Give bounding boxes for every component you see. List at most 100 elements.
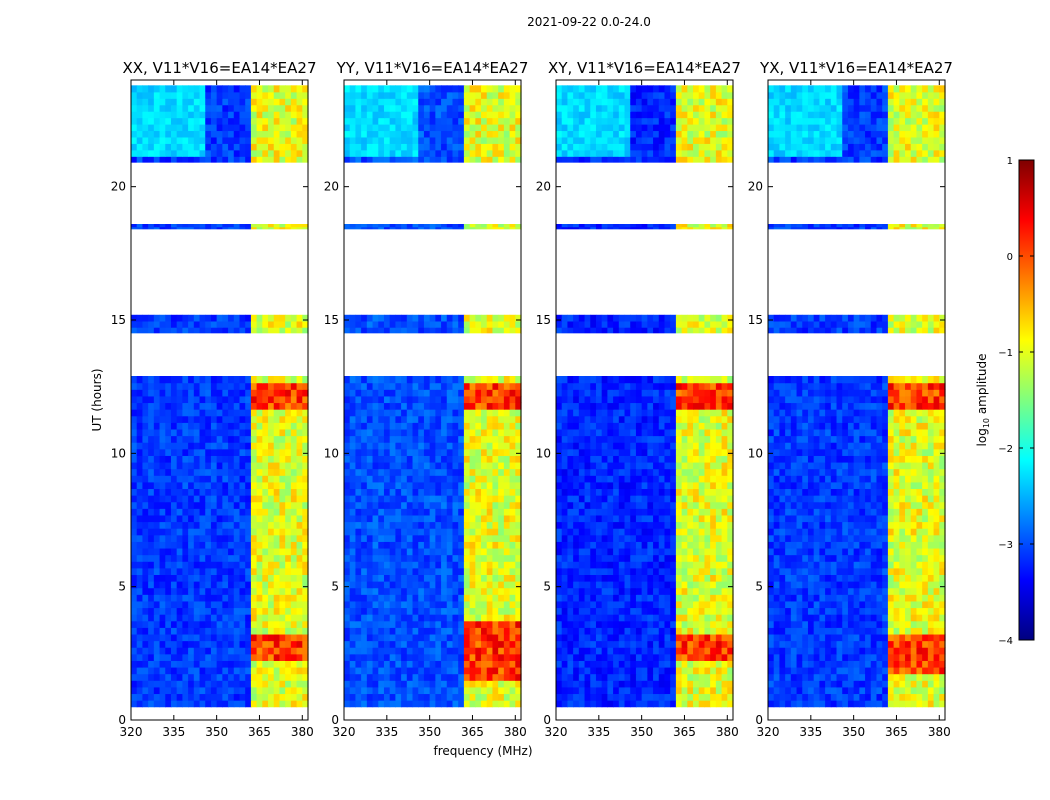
heatmap-cell	[148, 376, 155, 384]
heatmap-cell	[222, 428, 229, 437]
heatmap-cell	[503, 409, 511, 417]
heatmap-cell	[268, 653, 275, 661]
heatmap-cell	[687, 686, 694, 695]
heatmap-cell	[653, 647, 660, 655]
heatmap-cell	[302, 117, 309, 125]
heatmap-cell	[498, 567, 505, 575]
heatmap-cell	[481, 320, 488, 328]
heatmap-cell	[250, 156, 258, 164]
heatmap-cell	[296, 104, 303, 112]
heatmap-cell	[418, 395, 425, 404]
heatmap-cell	[250, 594, 258, 602]
heatmap-cell	[435, 435, 442, 443]
heatmap-cell	[273, 428, 281, 437]
heatmap-cell	[344, 98, 351, 106]
heatmap-cell	[256, 693, 263, 701]
heatmap-cell	[469, 534, 476, 542]
y-tick-label: 15	[111, 313, 126, 327]
heatmap-cell	[458, 327, 465, 334]
heatmap-cell	[344, 673, 351, 681]
heatmap-cell	[205, 117, 212, 125]
heatmap-cell	[401, 422, 408, 430]
heatmap-cell	[509, 700, 516, 708]
heatmap-cell	[423, 653, 431, 661]
heatmap-cell	[412, 620, 419, 628]
heatmap-cell	[131, 481, 138, 490]
heatmap-cell	[475, 666, 482, 675]
heatmap-cell	[509, 428, 516, 437]
heatmap-cell	[366, 117, 374, 125]
heatmap-cell	[573, 547, 580, 556]
heatmap-cell	[418, 327, 425, 334]
heatmap-cell	[486, 461, 494, 470]
heatmap-cell	[475, 143, 482, 151]
heatmap-cell	[165, 574, 172, 582]
heatmap-cell	[481, 547, 488, 556]
heatmap-cell	[170, 156, 178, 164]
heatmap-cell	[142, 428, 149, 437]
heatmap-cell	[446, 442, 454, 450]
heatmap-cell	[475, 91, 482, 99]
heatmap-cell	[378, 561, 385, 569]
heatmap-cell	[285, 136, 292, 144]
heatmap-cell	[262, 395, 269, 404]
heatmap-cell	[412, 428, 419, 437]
heatmap-cell	[635, 660, 643, 668]
heatmap-cell	[435, 442, 442, 450]
heatmap-cell	[601, 554, 608, 562]
heatmap-cell	[481, 226, 488, 230]
heatmap-cell	[429, 376, 436, 384]
heatmap-cell	[205, 156, 212, 164]
heatmap-cell	[188, 415, 195, 423]
heatmap-cell	[182, 600, 189, 609]
heatmap-cell	[136, 461, 144, 470]
heatmap-cell	[423, 124, 431, 132]
heatmap-cell	[262, 495, 269, 503]
heatmap-cell	[199, 111, 206, 119]
heatmap-cell	[567, 620, 574, 628]
heatmap-cell	[446, 528, 454, 536]
heatmap-cell	[262, 382, 269, 390]
heatmap-cell	[509, 534, 516, 542]
heatmap-cell	[222, 587, 229, 595]
heatmap-cell	[641, 653, 648, 661]
heatmap-cell	[268, 501, 275, 509]
heatmap-cell	[262, 111, 269, 119]
heatmap-cell	[567, 700, 574, 708]
heatmap-cell	[630, 594, 637, 602]
heatmap-cell	[176, 541, 183, 549]
heatmap-cell	[383, 455, 391, 463]
heatmap-cell	[647, 620, 654, 628]
heatmap-cell	[302, 614, 309, 622]
heatmap-cell	[658, 666, 666, 675]
heatmap-cell	[131, 85, 138, 93]
heatmap-cell	[361, 488, 368, 496]
heatmap-cell	[486, 481, 494, 490]
heatmap-cell	[279, 136, 286, 144]
heatmap-cell	[285, 468, 292, 476]
heatmap-cell	[463, 647, 471, 655]
heatmap-cell	[492, 409, 499, 417]
heatmap-cell	[515, 495, 522, 503]
heatmap-cell	[406, 409, 414, 417]
heatmap-cell	[188, 574, 195, 582]
heatmap-cell	[216, 627, 223, 635]
heatmap-cell	[222, 600, 229, 609]
heatmap-cell	[641, 594, 648, 602]
heatmap-cell	[148, 382, 155, 390]
heatmap-cell	[556, 633, 563, 642]
heatmap-cell	[159, 534, 166, 542]
heatmap-cell	[262, 541, 269, 549]
heatmap-cell	[446, 428, 454, 437]
heatmap-cell	[492, 435, 499, 443]
heatmap-cell	[429, 514, 436, 523]
heatmap-cell	[205, 680, 212, 688]
heatmap-cell	[481, 680, 488, 688]
heatmap-cell	[486, 389, 494, 397]
heatmap-cell	[423, 528, 431, 536]
heatmap-cell	[681, 554, 688, 562]
heatmap-cell	[228, 514, 235, 523]
heatmap-cell	[349, 104, 357, 112]
heatmap-cell	[188, 587, 195, 595]
heatmap-cell	[199, 130, 206, 138]
